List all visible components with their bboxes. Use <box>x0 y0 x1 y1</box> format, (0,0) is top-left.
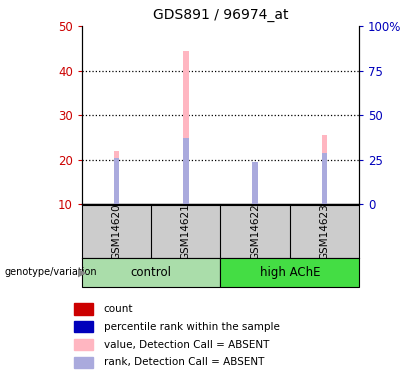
Text: genotype/variation: genotype/variation <box>4 267 97 278</box>
Text: rank, Detection Call = ABSENT: rank, Detection Call = ABSENT <box>104 357 264 368</box>
Bar <box>114 151 119 204</box>
Bar <box>74 339 93 350</box>
Text: GSM14622: GSM14622 <box>250 203 260 260</box>
Bar <box>82 258 220 286</box>
Bar <box>322 153 327 204</box>
Bar <box>114 158 119 204</box>
Text: ▶: ▶ <box>78 267 86 278</box>
Text: value, Detection Call = ABSENT: value, Detection Call = ABSENT <box>104 339 269 350</box>
Title: GDS891 / 96974_at: GDS891 / 96974_at <box>153 9 288 22</box>
Text: percentile rank within the sample: percentile rank within the sample <box>104 322 280 332</box>
Bar <box>183 51 189 204</box>
Bar <box>322 135 327 204</box>
Text: GSM14620: GSM14620 <box>112 203 121 259</box>
Text: high AChE: high AChE <box>260 266 320 279</box>
Bar <box>183 138 189 204</box>
Bar <box>252 162 258 204</box>
Text: control: control <box>131 266 172 279</box>
Bar <box>74 357 93 368</box>
Bar <box>252 171 258 204</box>
Bar <box>74 321 93 332</box>
Bar <box>220 258 359 286</box>
Text: count: count <box>104 304 133 314</box>
Bar <box>74 303 93 315</box>
Text: GSM14623: GSM14623 <box>320 203 329 260</box>
Text: GSM14621: GSM14621 <box>181 203 191 260</box>
